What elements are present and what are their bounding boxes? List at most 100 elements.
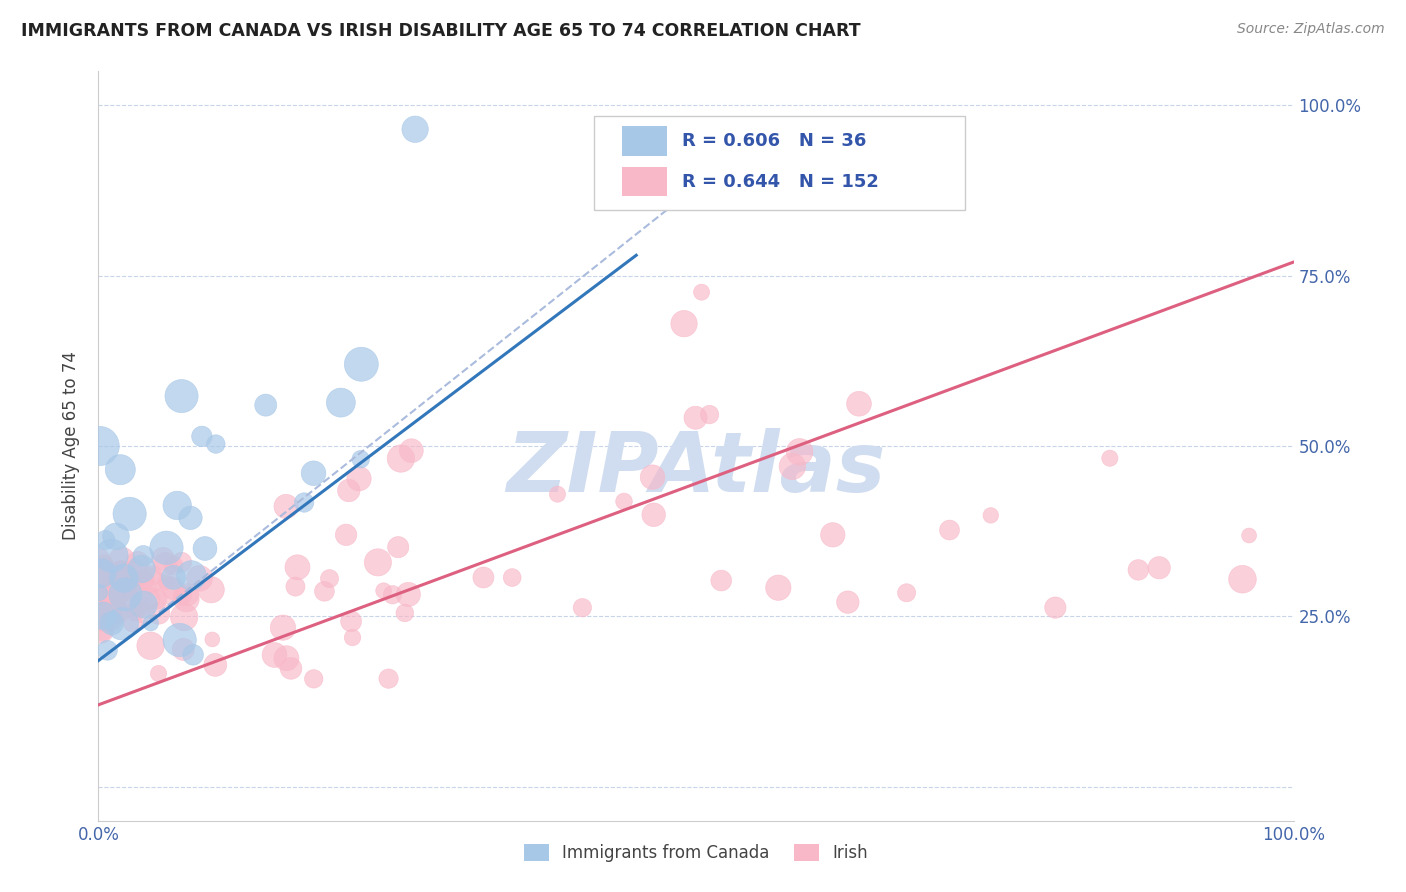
Point: [191, 429, 214, 443]
Point: [276, 651, 298, 665]
Point: [142, 568, 165, 582]
Point: [287, 560, 309, 574]
Point: [1098, 451, 1121, 466]
Point: [1045, 600, 1067, 615]
Point: [980, 508, 1002, 523]
Point: [101, 599, 124, 614]
Point: [91, 582, 114, 596]
Point: [94, 574, 117, 589]
Point: [302, 467, 325, 481]
Point: [89, 623, 111, 637]
Point: [101, 602, 124, 616]
Text: ZIPAtlas: ZIPAtlas: [506, 428, 886, 509]
Point: [129, 572, 152, 586]
Point: [132, 606, 155, 620]
Point: [194, 541, 217, 556]
Point: [104, 569, 127, 583]
Point: [100, 549, 122, 563]
Legend: Immigrants from Canada, Irish: Immigrants from Canada, Irish: [517, 837, 875, 869]
Point: [673, 317, 696, 331]
Point: [93, 556, 115, 570]
Point: [89, 582, 111, 597]
Point: [111, 553, 134, 567]
Point: [98, 600, 121, 615]
Point: [789, 445, 811, 459]
Point: [131, 562, 153, 576]
FancyBboxPatch shape: [621, 167, 668, 196]
Point: [96, 601, 118, 615]
Point: [128, 596, 150, 610]
Point: [89, 551, 111, 566]
Point: [284, 580, 307, 594]
Point: [699, 408, 721, 422]
Point: [254, 398, 277, 412]
Point: [90, 583, 112, 598]
Point: [404, 122, 426, 136]
Point: [200, 582, 222, 597]
Point: [181, 648, 204, 662]
Point: [571, 600, 593, 615]
Point: [938, 523, 960, 537]
Point: [97, 571, 120, 585]
Point: [896, 586, 918, 600]
Point: [105, 588, 128, 602]
Point: [96, 643, 118, 657]
Point: [340, 615, 363, 629]
Text: R = 0.644   N = 152: R = 0.644 N = 152: [682, 172, 879, 191]
Point: [280, 661, 302, 675]
Point: [125, 601, 148, 615]
Point: [274, 500, 297, 514]
Point: [139, 574, 162, 588]
Point: [132, 598, 155, 612]
Point: [96, 595, 118, 609]
Point: [104, 590, 127, 604]
Point: [401, 443, 423, 458]
Point: [162, 558, 184, 573]
Point: [139, 616, 162, 631]
Point: [377, 672, 399, 686]
Point: [104, 606, 127, 620]
Text: IMMIGRANTS FROM CANADA VS IRISH DISABILITY AGE 65 TO 74 CORRELATION CHART: IMMIGRANTS FROM CANADA VS IRISH DISABILI…: [21, 22, 860, 40]
Point: [98, 589, 121, 603]
Point: [111, 574, 134, 588]
Point: [114, 573, 136, 587]
Point: [176, 592, 198, 607]
Point: [89, 569, 111, 583]
Point: [690, 285, 713, 300]
Point: [179, 511, 201, 525]
Text: Source: ZipAtlas.com: Source: ZipAtlas.com: [1237, 22, 1385, 37]
Point: [91, 565, 114, 579]
Point: [118, 585, 141, 599]
Point: [350, 452, 373, 467]
Point: [97, 587, 120, 601]
Point: [90, 615, 112, 629]
Point: [685, 410, 707, 425]
Point: [176, 588, 198, 602]
Point: [96, 576, 118, 591]
Point: [145, 592, 167, 607]
Point: [1128, 563, 1150, 577]
Point: [172, 642, 194, 657]
Point: [104, 589, 127, 603]
Point: [848, 397, 870, 411]
Point: [302, 672, 325, 686]
Point: [501, 570, 523, 584]
Point: [114, 580, 136, 594]
Point: [108, 607, 131, 622]
Point: [394, 606, 416, 620]
Point: [347, 472, 370, 486]
Point: [138, 591, 160, 606]
Text: R = 0.606   N = 36: R = 0.606 N = 36: [682, 132, 866, 150]
Point: [155, 558, 177, 572]
Point: [134, 577, 156, 591]
Point: [350, 357, 373, 371]
Point: [204, 437, 226, 451]
Point: [89, 575, 111, 590]
Point: [204, 657, 226, 672]
Point: [118, 593, 141, 607]
Point: [111, 567, 134, 582]
Point: [108, 581, 131, 595]
Point: [166, 499, 188, 513]
Point: [155, 575, 177, 590]
Point: [643, 508, 665, 522]
